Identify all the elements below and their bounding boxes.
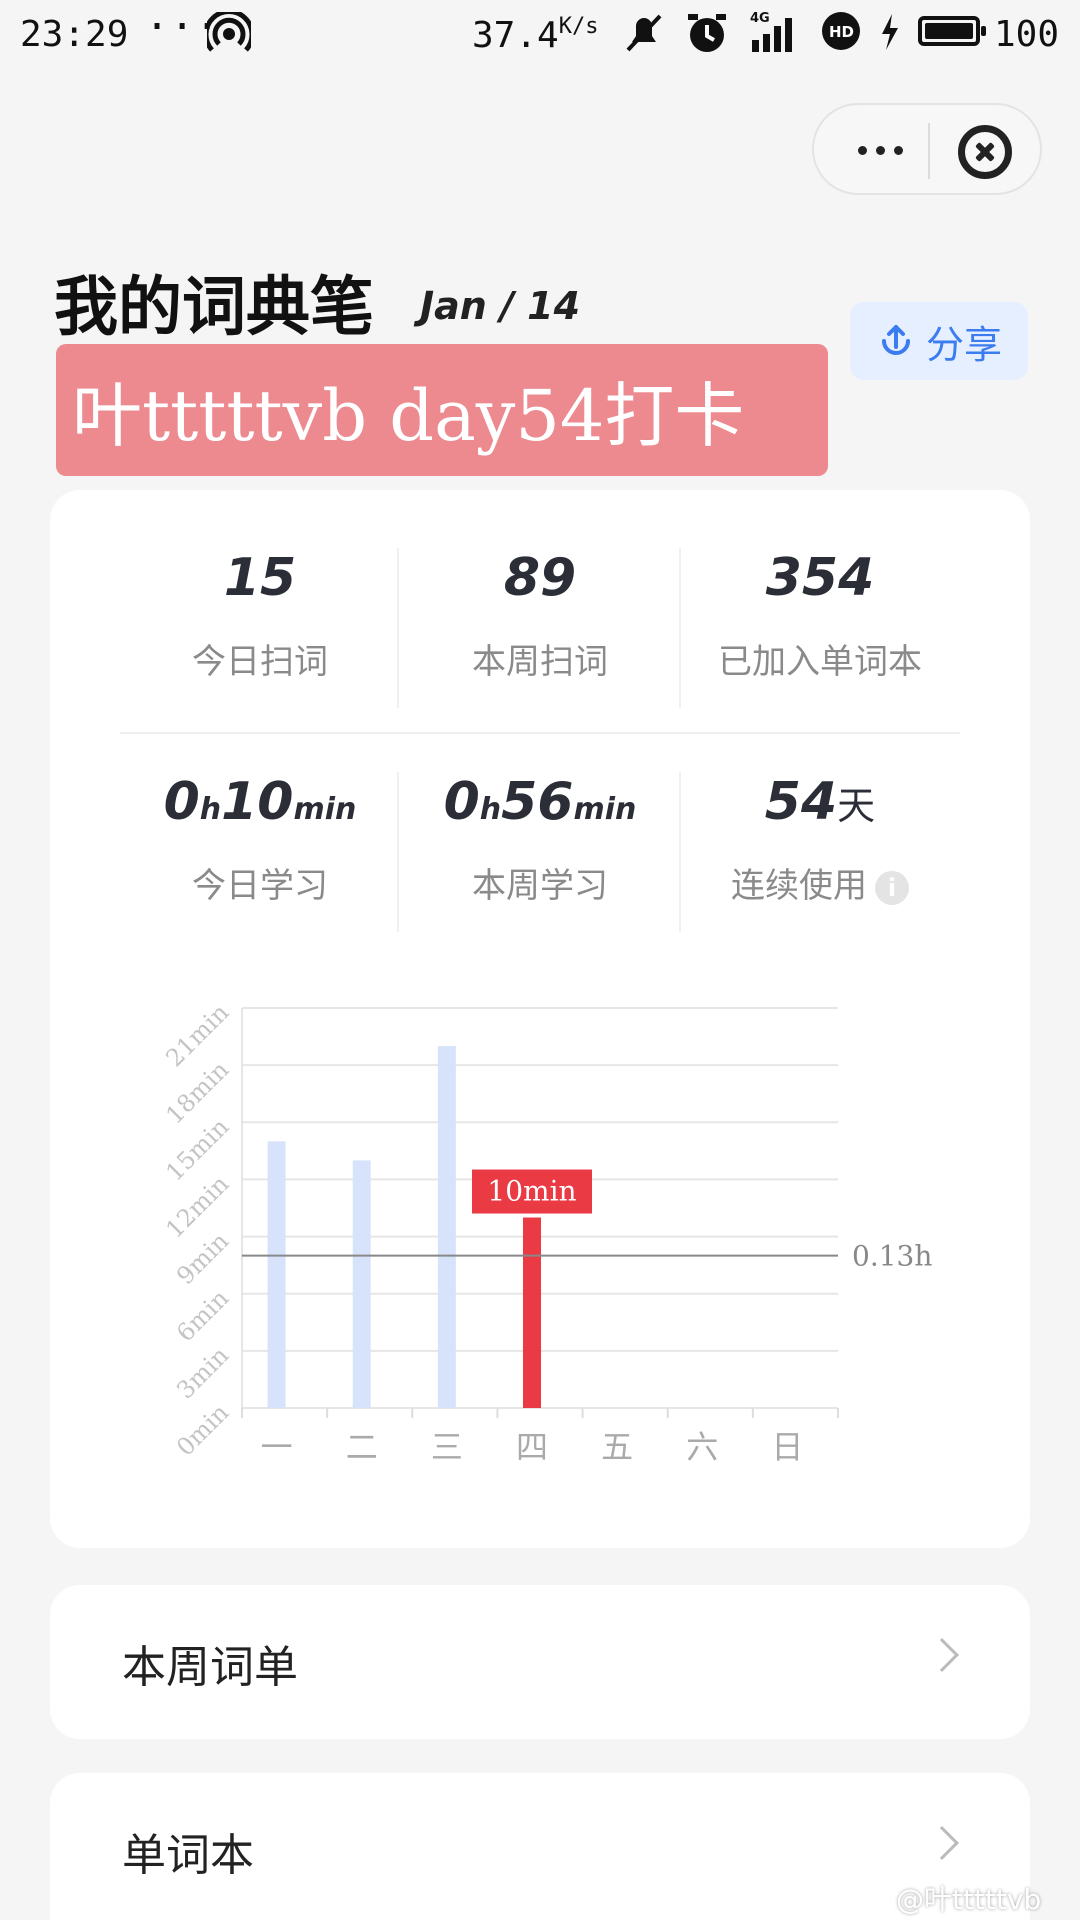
page-title: 我的词典笔 xyxy=(54,256,374,348)
close-button[interactable] xyxy=(958,125,1012,179)
dot-icon xyxy=(894,146,903,155)
x-tick-label: 六 xyxy=(686,1428,718,1466)
y-tick-label: 12min xyxy=(160,1170,234,1244)
svg-text:HD: HD xyxy=(829,23,854,41)
stat-value: 0h56min xyxy=(400,772,680,848)
info-icon[interactable]: i xyxy=(875,871,909,905)
stats-card: 15 今日扫词 89 本周扫词 354 已加入单词本 0h10min 今日学习 … xyxy=(50,490,1030,1548)
stat-value: 0h10min xyxy=(120,772,400,848)
stat-week-study: 0h56min 本周学习 xyxy=(400,772,680,932)
stat-label: 本周学习 xyxy=(400,858,680,907)
dot-icon xyxy=(858,146,867,155)
page-date: Jan / 14 xyxy=(420,284,580,328)
share-button[interactable]: 分享 xyxy=(850,302,1028,380)
charging-icon xyxy=(878,10,902,54)
stats-row-scan: 15 今日扫词 89 本周扫词 354 已加入单词本 xyxy=(50,548,1030,708)
stat-label: 今日扫词 xyxy=(120,634,400,683)
stat-value: 89 xyxy=(400,548,680,624)
x-tick-label: 二 xyxy=(346,1428,378,1466)
bar xyxy=(438,1046,456,1408)
more-options-button[interactable] xyxy=(850,127,910,173)
svg-text:4G: 4G xyxy=(750,11,770,26)
y-tick-label: 15min xyxy=(160,1113,234,1187)
x-tick-label: 一 xyxy=(261,1428,293,1466)
share-icon xyxy=(876,321,916,361)
x-tick-label: 四 xyxy=(516,1428,548,1466)
bar-highlight xyxy=(523,1218,541,1408)
average-label: 0.13h xyxy=(852,1240,932,1273)
week-words-item[interactable]: 本周词单 xyxy=(50,1585,1030,1739)
x-tick-label: 日 xyxy=(771,1428,803,1466)
battery-icon xyxy=(918,16,980,46)
study-time-chart: 0min 3min 6min 9min 12min 15min 18min 21min 一二三 1… xyxy=(50,990,1030,1530)
bar xyxy=(353,1160,371,1408)
capsule-divider xyxy=(928,123,930,179)
y-tick-label: 0min xyxy=(171,1398,234,1461)
list-label: 单词本 xyxy=(122,1819,254,1883)
stat-label: 本周扫词 xyxy=(400,634,680,683)
checkin-banner: 叶tttttvb day54打卡 xyxy=(56,344,828,476)
status-bar: 23:29 ··· 37.4K/s 4G HD 100 xyxy=(0,0,1080,72)
stat-value: 354 xyxy=(680,548,960,624)
chevron-right-icon xyxy=(925,1826,959,1860)
bar-value-label: 10min xyxy=(487,1175,576,1208)
stat-value: 54天 xyxy=(680,772,960,848)
stat-label: 今日学习 xyxy=(120,858,400,907)
wordbook-item[interactable]: 单词本 xyxy=(50,1773,1030,1920)
signal-4g-icon: 4G xyxy=(750,10,802,54)
y-tick-label: 18min xyxy=(160,1056,234,1130)
y-tick-label: 21min xyxy=(160,998,234,1072)
column-divider xyxy=(397,548,399,708)
chart-canvas: 0min3min6min9min12min15min18min21min一二三1… xyxy=(50,990,1030,1530)
column-divider xyxy=(397,772,399,932)
stat-wordbook[interactable]: 354 已加入单词本 xyxy=(680,548,960,708)
battery-level: 100 xyxy=(994,14,1059,55)
list-label: 本周词单 xyxy=(122,1631,298,1695)
stat-today-scan: 15 今日扫词 xyxy=(120,548,400,708)
stat-today-study: 0h10min 今日学习 xyxy=(120,772,400,932)
x-tick-label: 三 xyxy=(431,1428,463,1466)
y-tick-label: 6min xyxy=(171,1284,234,1347)
watermark: @叶tttttvb xyxy=(896,1878,1041,1918)
x-tick-label: 五 xyxy=(601,1428,633,1466)
dot-icon xyxy=(876,146,885,155)
stat-streak: 54天 连续使用 i xyxy=(680,772,960,932)
mute-bell-icon xyxy=(622,10,666,54)
network-speed: 37.4K/s xyxy=(472,14,598,56)
row-divider xyxy=(120,732,960,734)
stat-value: 15 xyxy=(120,548,400,624)
capsule-menu xyxy=(812,103,1042,195)
status-time: 23:29 xyxy=(20,14,128,55)
chevron-right-icon xyxy=(925,1638,959,1672)
stat-week-scan: 89 本周扫词 xyxy=(400,548,680,708)
stat-label: 连续使用 i xyxy=(680,858,960,907)
alarm-icon xyxy=(684,10,730,56)
hd-call-icon: HD xyxy=(820,10,862,52)
bar xyxy=(268,1141,286,1408)
share-label: 分享 xyxy=(926,314,1002,369)
y-tick-label: 3min xyxy=(171,1341,234,1404)
stats-row-study: 0h10min 今日学习 0h56min 本周学习 54天 连续使用 i xyxy=(50,772,1030,932)
hotspot-icon xyxy=(207,12,251,56)
stat-label: 已加入单词本 xyxy=(680,634,960,683)
